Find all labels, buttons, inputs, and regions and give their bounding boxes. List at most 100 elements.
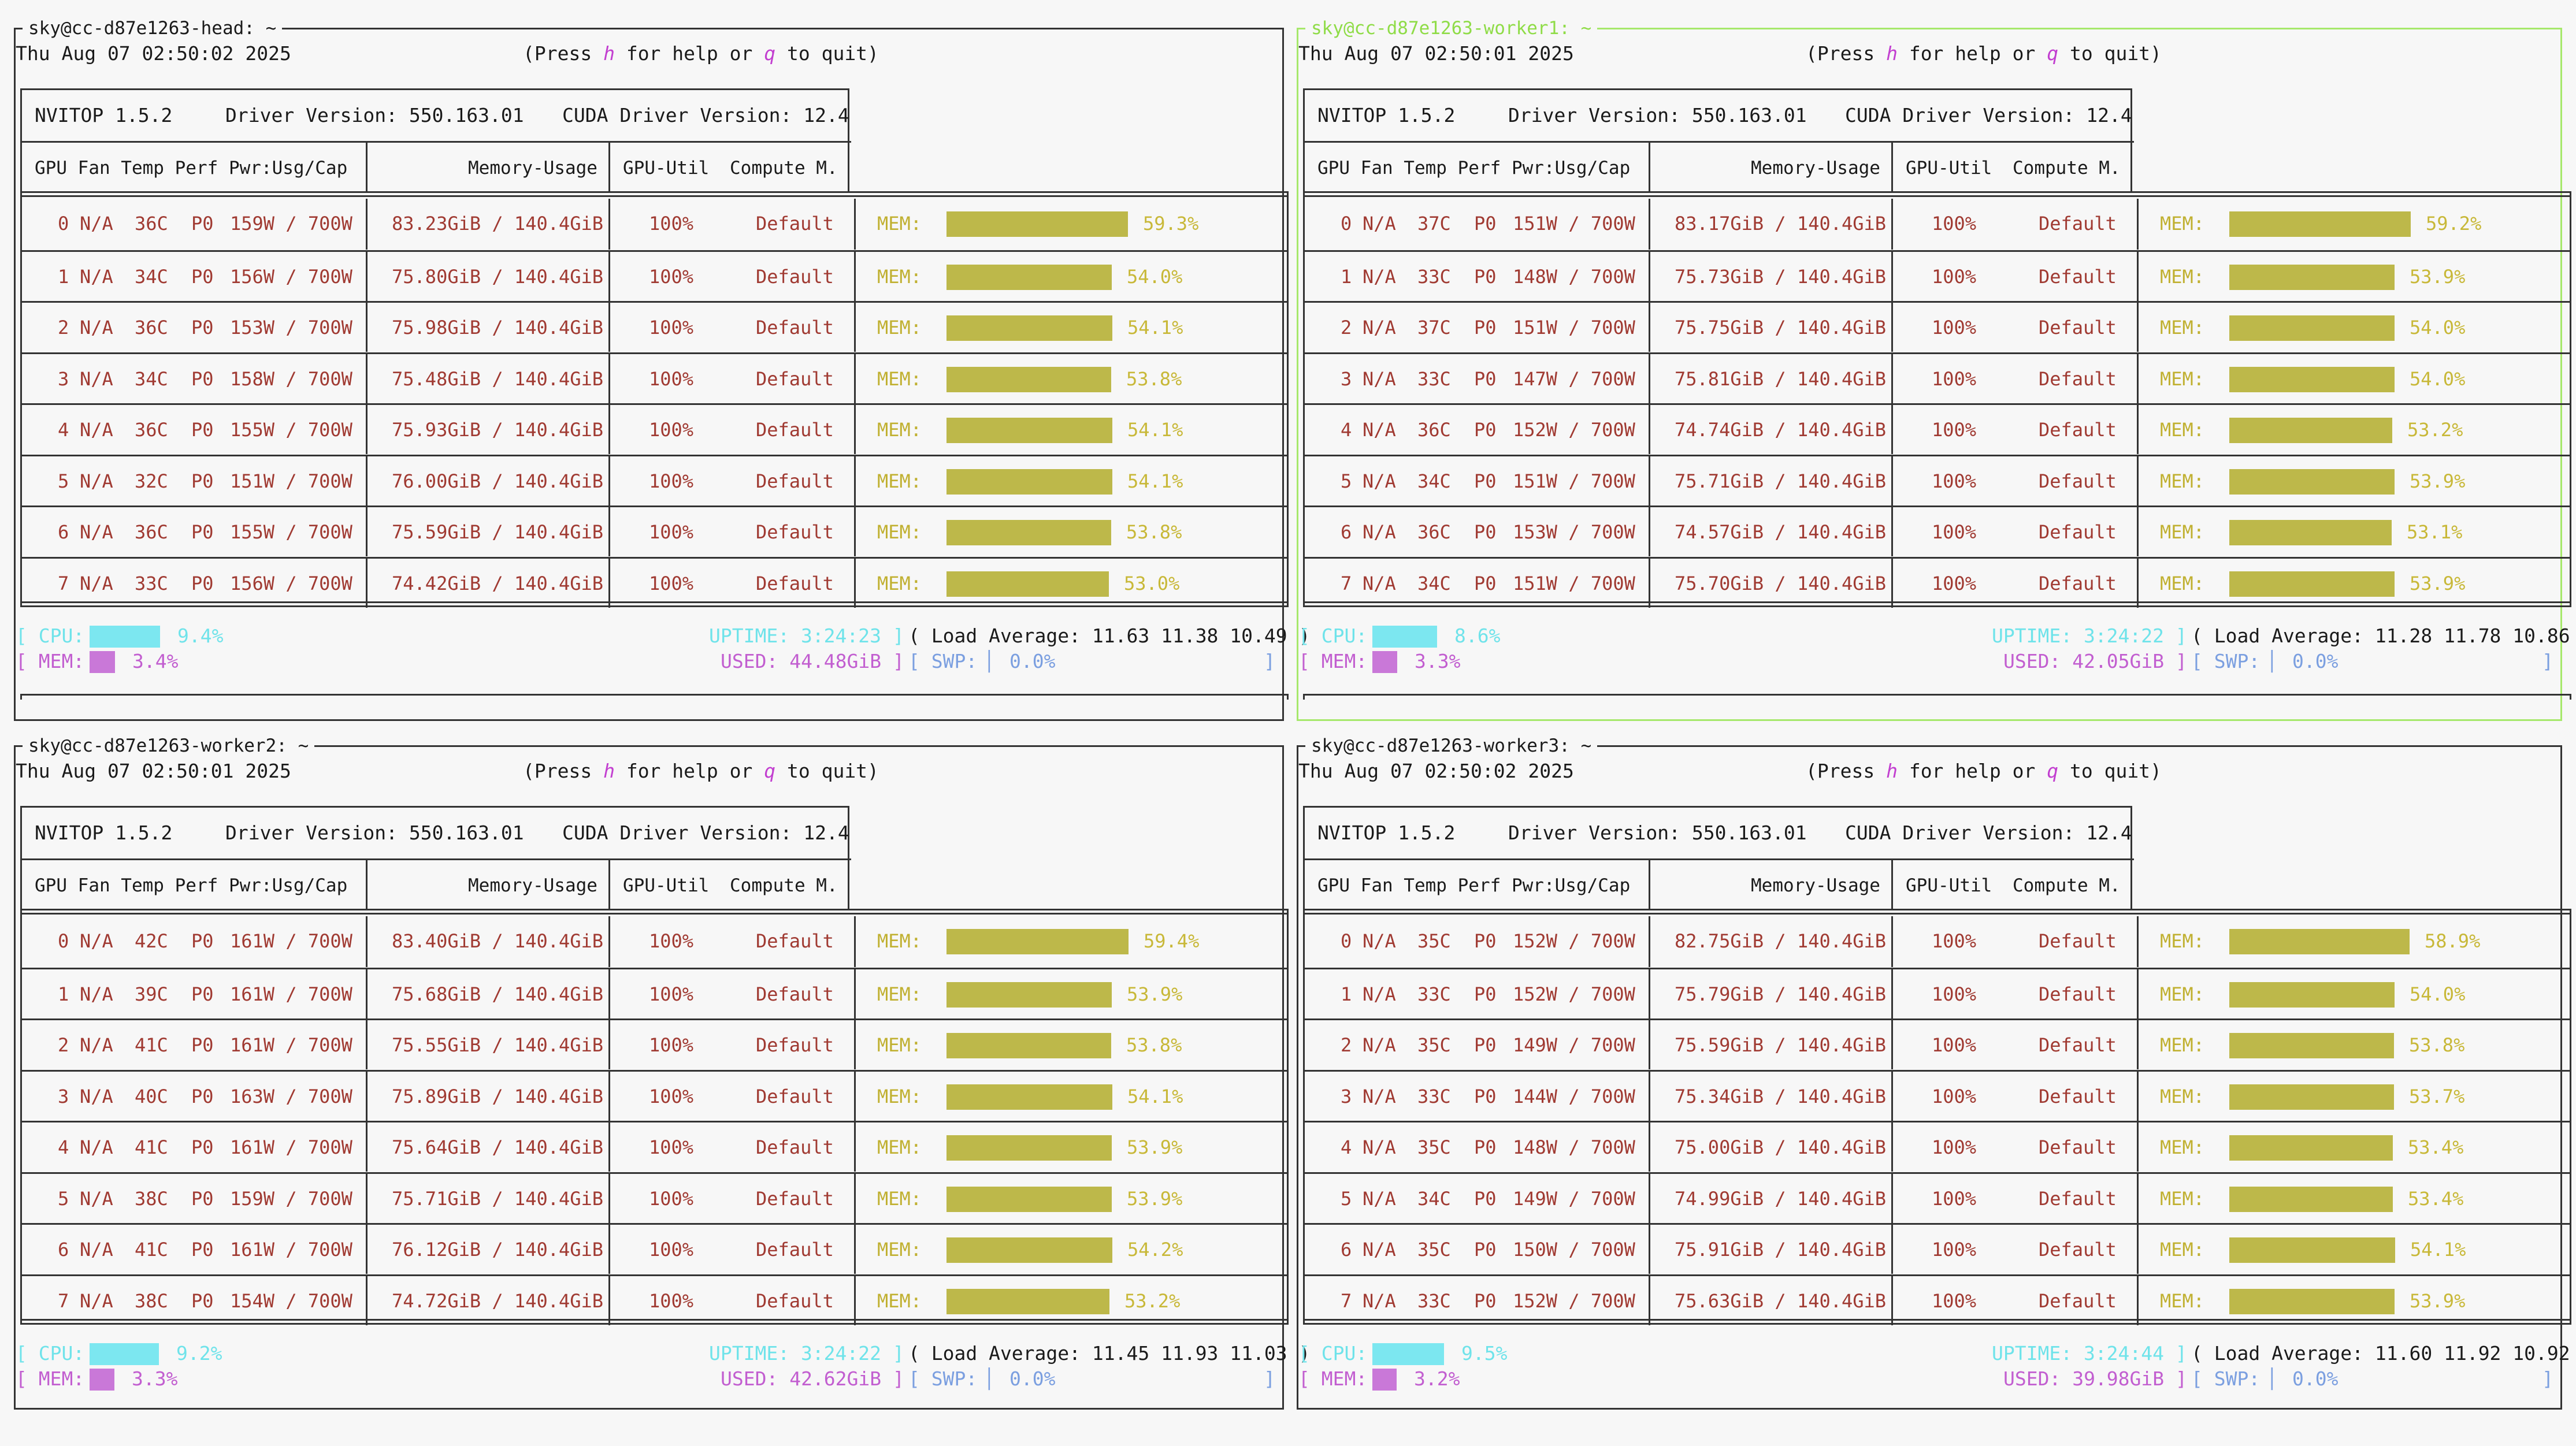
mem-bar-label: MEM:: [877, 572, 922, 594]
mem-usage-bar: [946, 571, 1109, 597]
gpu-compute-mode: Default: [2039, 1239, 2117, 1261]
column-headers: GPU Fan Temp Perf Pwr:Usg/Cap Memory-Usag…: [22, 858, 851, 910]
divider: [1649, 1122, 1650, 1172]
divider: [854, 507, 856, 556]
mem-bar-label: MEM:: [877, 1289, 922, 1312]
gpu-power: 152W / 700W: [1513, 930, 1635, 952]
mem-percent: 53.8%: [1126, 521, 1182, 543]
gpu-perf: P0: [1474, 1085, 1497, 1107]
terminal-pane[interactable]: sky@cc-d87e1263-worker3: ~ Thu Aug 07 02:…: [1297, 734, 2576, 1410]
gpu-memory-usage: 74.99GiB / 140.4GiB: [1675, 1187, 1887, 1210]
gpu-row: 3 N/A 33C P0 144W / 700W 75.34GiB / 140.4GiB 1…: [1305, 1069, 2570, 1121]
divider: [2137, 354, 2139, 403]
divider: [1891, 354, 1893, 403]
gpu-compute-mode: Default: [756, 572, 834, 594]
col-memory: Memory-Usage: [1751, 158, 1880, 179]
mem-percent: 53.4%: [2408, 1136, 2464, 1158]
divider: [2137, 1122, 2139, 1172]
gpu-perf: P0: [1474, 213, 1497, 235]
gpu-memory-usage: 75.63GiB / 140.4GiB: [1675, 1289, 1887, 1312]
process-panel-edge: [20, 694, 1289, 700]
gpu-temp: 33C: [1417, 1085, 1451, 1107]
gpu-perf: P0: [191, 1187, 214, 1210]
divider: [1649, 969, 1650, 1018]
divider: [1649, 303, 1650, 352]
mem-bar-label: MEM:: [2160, 419, 2205, 441]
gpu-util: 100%: [1932, 1187, 1977, 1210]
gpu-index: 7: [58, 572, 69, 594]
mem-bar-label: MEM:: [2160, 317, 2205, 339]
mem-percent: 3.2%: [1414, 1367, 1460, 1390]
help-text: (Press: [1806, 760, 1887, 782]
mem-bar-label: MEM:: [2160, 521, 2205, 543]
gpu-row: 6 N/A 35C P0 150W / 700W 75.91GiB / 140.4GiB 1…: [1305, 1223, 2570, 1274]
gpu-perf: P0: [191, 1239, 214, 1261]
gpu-util: 100%: [1932, 419, 1977, 441]
host-stats: [ CPU: 9.4% UPTIME: 3:24:23 ]( Load Averag…: [16, 613, 1310, 728]
gpu-fan: N/A: [80, 367, 113, 390]
mem-bar-label: MEM:: [877, 367, 922, 390]
quit-key: q: [2047, 42, 2059, 65]
nvitop-header: NVITOP 1.5.2 Driver Version: 550.163.01 CU…: [20, 88, 851, 193]
gpu-power: 151W / 700W: [1513, 470, 1635, 492]
gpu-temp: 41C: [135, 1136, 168, 1158]
load-average: ( Load Average: 11.63 11.38 10.49 ): [908, 625, 1311, 647]
mem-usage-bar: [2229, 1237, 2395, 1263]
mem-usage-bar: [946, 520, 1111, 545]
gpu-temp: 34C: [135, 265, 168, 288]
mem-bar-label: MEM:: [2160, 572, 2205, 594]
gpu-index: 4: [1341, 419, 1352, 441]
gpu-util: 100%: [649, 317, 694, 339]
col-gpu: GPU Fan Temp Perf Pwr:Usg/Cap: [1317, 875, 1631, 896]
gpu-util: 100%: [1932, 265, 1977, 288]
gpu-perf: P0: [191, 983, 214, 1005]
gpu-row: 3 N/A 33C P0 147W / 700W 75.81GiB / 140.4GiB 1…: [1305, 352, 2570, 403]
mem-percent: 53.2%: [2407, 419, 2463, 441]
gpu-index: 6: [58, 1239, 69, 1261]
gpu-fan: N/A: [1363, 1239, 1396, 1261]
mem-bar-label: MEM:: [877, 930, 922, 952]
mem-usage-bar: [2229, 520, 2392, 545]
cpu-percent: 9.4%: [177, 625, 224, 647]
divider: [1649, 1276, 1650, 1325]
gpu-power: 159W / 700W: [230, 1187, 352, 1210]
gpu-compute-mode: Default: [2039, 930, 2117, 952]
terminal-pane[interactable]: sky@cc-d87e1263-head: ~ Thu Aug 07 02:50:…: [14, 17, 1310, 721]
gpu-memory-usage: 74.74GiB / 140.4GiB: [1675, 419, 1887, 441]
mem-bar-label: MEM:: [877, 1187, 922, 1210]
terminal-pane[interactable]: sky@cc-d87e1263-worker2: ~ Thu Aug 07 02:…: [14, 734, 1310, 1410]
col-memory: Memory-Usage: [468, 158, 597, 179]
gpu-row: 1 N/A 34C P0 156W / 700W 75.80GiB / 140.4GiB 1…: [22, 250, 1287, 301]
timestamp: Thu Aug 07 02:50:01 2025: [16, 760, 291, 782]
gpu-perf: P0: [1474, 419, 1497, 441]
gpu-row: 5 N/A 32C P0 151W / 700W 76.00GiB / 140.4GiB 1…: [22, 454, 1287, 505]
divider: [1649, 354, 1650, 403]
swap-percent: 0.0%: [2292, 650, 2339, 672]
pane-title: sky@cc-d87e1263-worker1: ~: [1305, 17, 1598, 40]
mem-usage-bar: [2229, 1288, 2395, 1314]
divider: [1891, 969, 1893, 1018]
swap-label: [ SWP:: [908, 650, 978, 672]
divider: [608, 1173, 610, 1223]
divider: [366, 1276, 368, 1325]
mem-percent: 53.9%: [2410, 265, 2466, 288]
mem-bar-label: MEM:: [877, 521, 922, 543]
gpu-perf: P0: [1474, 572, 1497, 594]
swap-percent: 0.0%: [1009, 650, 1056, 672]
mem-usage-bar: [946, 366, 1111, 392]
gpu-index: 5: [58, 470, 69, 492]
gpu-util: 100%: [649, 1034, 694, 1056]
gpu-fan: N/A: [80, 572, 113, 594]
mem-usage-bar: [946, 211, 1128, 237]
gpu-fan: N/A: [1363, 1289, 1396, 1312]
gpu-fan: N/A: [80, 521, 113, 543]
gpu-row: 7 N/A 33C P0 156W / 700W 74.42GiB / 140.4GiB 1…: [22, 556, 1287, 608]
mem-percent: 53.8%: [1126, 1034, 1182, 1056]
help-key: h: [1886, 760, 1898, 782]
gpu-perf: P0: [191, 419, 214, 441]
terminal-pane[interactable]: sky@cc-d87e1263-worker1: ~ Thu Aug 07 02:…: [1297, 17, 2576, 721]
gpu-util: 100%: [649, 367, 694, 390]
gpu-perf: P0: [191, 572, 214, 594]
gpu-fan: N/A: [1363, 930, 1396, 952]
gpu-index: 1: [58, 265, 69, 288]
